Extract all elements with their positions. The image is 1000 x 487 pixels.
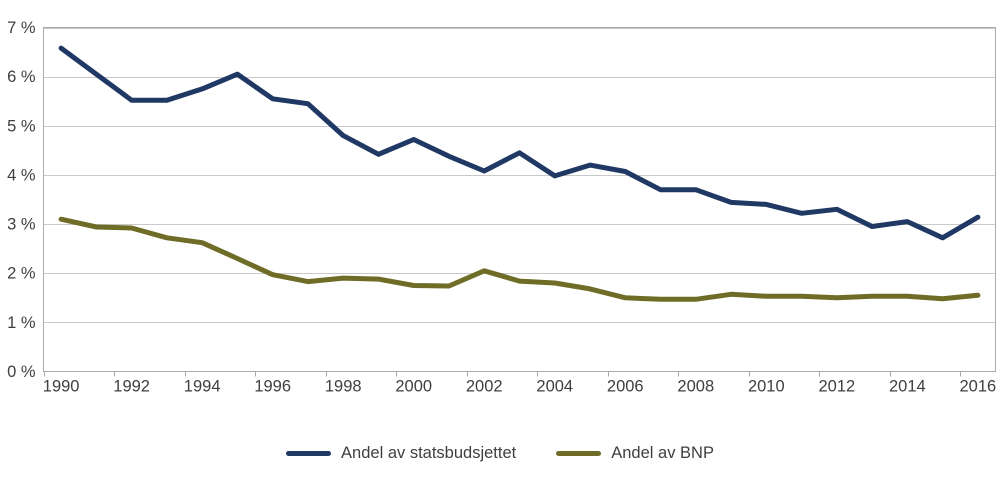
- legend-label-statsbudsjettet: Andel av statsbudsjettet: [341, 444, 517, 462]
- y-axis-label: 7 %: [7, 19, 36, 37]
- x-axis-label: 1990: [43, 378, 80, 396]
- y-axis-label: 4 %: [7, 166, 36, 184]
- series-line-bnp: [58, 216, 981, 302]
- x-axis-label: 2004: [536, 378, 573, 396]
- legend-label-bnp: Andel av BNP: [611, 444, 714, 462]
- y-axis-label: 2 %: [7, 265, 36, 283]
- legend-swatch-bnp: [556, 451, 602, 456]
- x-axis-label: 2000: [395, 378, 432, 396]
- x-axis-label: 2006: [607, 378, 644, 396]
- legend-item-statsbudsjettet: Andel av statsbudsjettet: [286, 444, 516, 463]
- y-axis-label: 3 %: [7, 216, 36, 234]
- y-axis-label: 6 %: [7, 68, 36, 86]
- x-axis-label: 2008: [677, 378, 714, 396]
- x-axis-label: 2012: [818, 378, 855, 396]
- line-chart-svg: 1990 1992 1994 1996 1998 2000 2002 2004 2006 2008…: [7, 19, 997, 396]
- x-axis-label: 1996: [254, 378, 291, 396]
- x-axis-label: 1994: [184, 378, 221, 396]
- legend-swatch-statsbudsjettet: [286, 451, 332, 456]
- legend-item-bnp: Andel av BNP: [556, 444, 714, 463]
- x-axis-label: 2016: [960, 378, 997, 396]
- line-chart: 1990 1992 1994 1996 1998 2000 2002 2004 2006 2008…: [7, 19, 997, 396]
- plot-border: [43, 27, 996, 372]
- y-axis-label: 1 %: [7, 314, 36, 332]
- series-line-statsbudsjettet: [58, 45, 981, 241]
- y-axis-label: 5 %: [7, 117, 36, 135]
- x-axis-label: 1998: [325, 378, 362, 396]
- x-axis-label: 2010: [748, 378, 785, 396]
- x-axis-label: 2014: [889, 378, 926, 396]
- x-axis-label: 1992: [113, 378, 150, 396]
- y-axis-label: 0 %: [7, 363, 36, 381]
- chart-legend: Andel av statsbudsjettet Andel av BNP: [0, 444, 1000, 463]
- x-axis-label: 2002: [466, 378, 503, 396]
